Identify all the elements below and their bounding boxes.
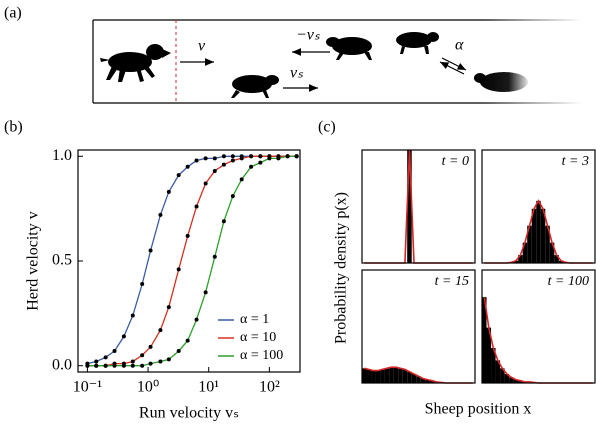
hist-bar	[398, 368, 403, 383]
point	[85, 364, 89, 368]
point	[94, 364, 98, 368]
y-tick-label: 0.0	[52, 356, 72, 373]
point	[222, 154, 226, 158]
y-axis-label: Probability density p(x)	[333, 192, 350, 344]
point	[195, 158, 199, 162]
point	[195, 318, 199, 322]
hist-bar	[403, 369, 408, 383]
point	[177, 349, 181, 353]
legend-label: α = 10	[240, 330, 276, 345]
point	[113, 364, 117, 368]
panel-time: t = 3	[562, 154, 589, 169]
point	[213, 156, 217, 160]
point	[186, 165, 190, 169]
hist-bar	[536, 201, 541, 263]
x-tick-label: 10²	[259, 379, 280, 396]
point	[167, 190, 171, 194]
point	[122, 334, 126, 338]
point	[113, 349, 117, 353]
point	[267, 156, 271, 160]
point	[140, 364, 144, 368]
panel-time: t = 100	[548, 274, 589, 289]
point	[258, 161, 262, 165]
arrow	[442, 58, 466, 70]
point	[213, 169, 217, 173]
point	[186, 339, 190, 343]
hist-bar	[367, 369, 372, 383]
panel-time: t = 15	[435, 274, 469, 289]
point	[167, 357, 171, 361]
point	[231, 194, 235, 198]
point	[104, 364, 108, 368]
dog-velocity-label: v	[198, 38, 206, 55]
hist-bar	[376, 371, 381, 383]
point	[231, 154, 235, 158]
y-axis-label: Herd velocity v	[25, 211, 42, 311]
x-axis-label: Run velocity vₛ	[139, 405, 239, 422]
point	[149, 362, 153, 366]
hist-bar	[380, 369, 385, 383]
hist-bar	[389, 367, 394, 383]
point	[240, 177, 244, 181]
legend-label: α = 100	[240, 348, 283, 363]
panel-label: (a)	[4, 5, 22, 22]
point	[295, 154, 299, 158]
point	[167, 305, 171, 309]
point	[122, 364, 126, 368]
point	[276, 156, 280, 160]
point	[149, 249, 153, 253]
hist-bar	[385, 368, 390, 383]
point	[231, 158, 235, 162]
y-tick-label: 1.0	[52, 147, 72, 164]
point	[94, 360, 98, 364]
point	[158, 328, 162, 332]
panel-label: (c)	[318, 119, 336, 136]
point	[195, 205, 199, 209]
point	[140, 282, 144, 286]
point	[258, 154, 262, 158]
sheep	[231, 32, 528, 98]
x-tick-label: 10⁻¹	[73, 379, 102, 396]
point	[131, 360, 135, 364]
point	[131, 364, 135, 368]
hist-bar	[394, 367, 399, 383]
rate-label: α	[455, 37, 464, 54]
x-axis-label: Sheep position x	[425, 401, 532, 418]
hist-bar	[407, 372, 412, 383]
arrow	[440, 62, 464, 74]
point	[177, 267, 181, 271]
hist-bar	[371, 371, 376, 383]
x-tick-label: 10¹	[198, 379, 219, 396]
panel-time: t = 0	[442, 154, 469, 169]
point	[140, 353, 144, 357]
point	[204, 182, 208, 186]
point	[213, 255, 217, 259]
point	[222, 163, 226, 167]
figure: (a) v −vₛ vₛ α (b) (c) Probability densi…	[0, 0, 596, 436]
x-tick-label: 10⁰	[137, 379, 159, 396]
point	[104, 355, 108, 359]
point	[131, 313, 135, 317]
y-tick-label: 0.5	[52, 252, 72, 269]
point	[149, 345, 153, 349]
point	[204, 290, 208, 294]
point	[222, 219, 226, 223]
point	[177, 173, 181, 177]
point	[249, 165, 253, 169]
legend-label: α = 1	[240, 312, 269, 327]
point	[204, 156, 208, 160]
dog	[100, 44, 171, 82]
point	[240, 156, 244, 160]
hist-bar	[362, 368, 367, 383]
run-label: vₛ	[290, 65, 304, 82]
point	[186, 234, 190, 238]
back-run-label: −vₛ	[296, 27, 321, 44]
point	[158, 213, 162, 217]
point	[158, 360, 162, 364]
point	[286, 154, 290, 158]
panel-label: (b)	[4, 119, 23, 136]
point	[249, 154, 253, 158]
